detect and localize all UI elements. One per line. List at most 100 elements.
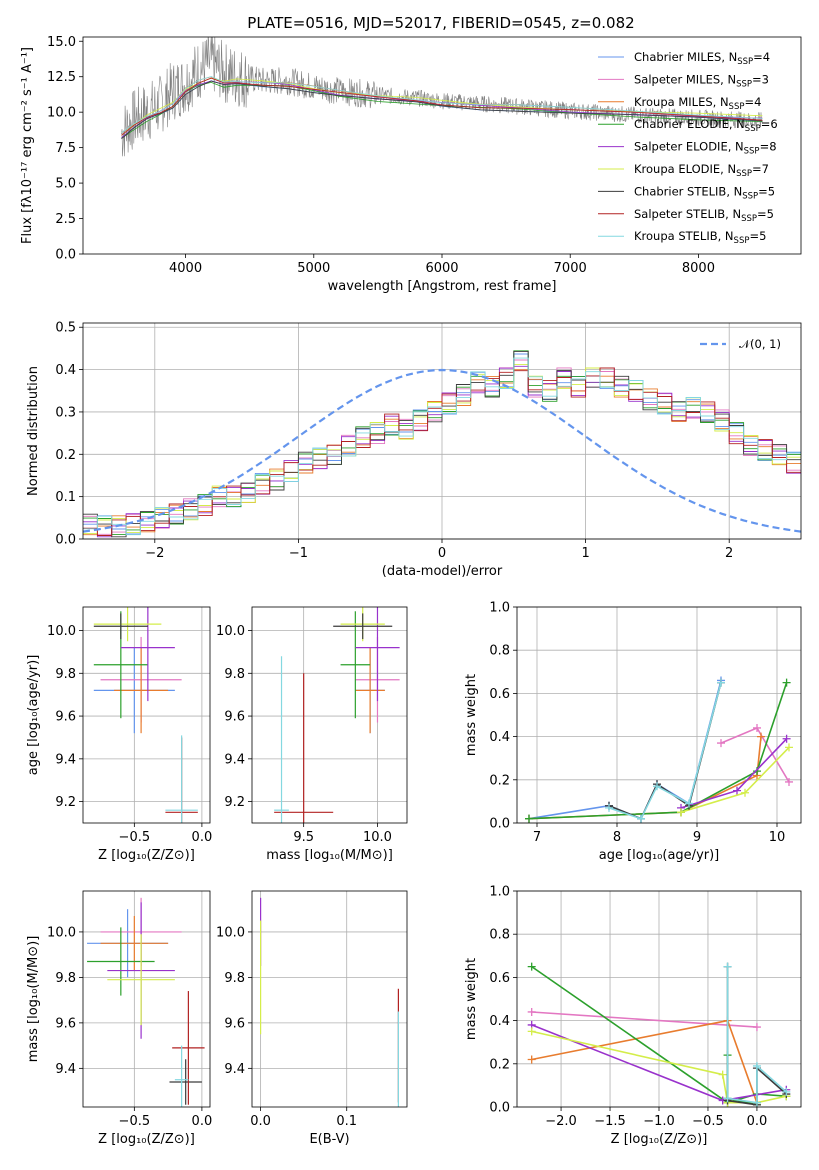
y-tick-label: 0.3 bbox=[55, 405, 76, 420]
weight-line-0 bbox=[528, 680, 722, 820]
x-axis-label: Z [log₁₀(Z/Z⊙)] bbox=[98, 1132, 195, 1147]
weight-marker bbox=[685, 799, 693, 808]
x-tick-label: 9 bbox=[693, 830, 701, 845]
legend-subscript: SSP bbox=[734, 236, 750, 246]
x-tick-label: 7000 bbox=[554, 261, 587, 276]
weight-marker bbox=[782, 678, 791, 687]
legend-subscript: SSP bbox=[745, 124, 761, 134]
y-tick-label: 9.2 bbox=[55, 795, 76, 810]
weight-marker bbox=[527, 962, 536, 971]
weight-marker bbox=[757, 732, 765, 741]
weight-marker bbox=[752, 1023, 761, 1032]
plot-frame bbox=[82, 890, 211, 1108]
x-tick-label: 0.0 bbox=[192, 1114, 213, 1129]
weight-marker bbox=[718, 1070, 727, 1079]
y-tick-label: 9.6 bbox=[224, 1016, 245, 1031]
y-tick-label: 10.0 bbox=[47, 106, 76, 121]
weight-line-6 bbox=[608, 682, 722, 820]
legend-value: =6 bbox=[761, 117, 778, 131]
model-spectrum-8 bbox=[121, 76, 763, 134]
x-tick-label: −0.5 bbox=[119, 1114, 151, 1129]
legend-subscript: SSP bbox=[742, 191, 758, 201]
legend-entry-1: Salpeter MILES, NSSP=3 bbox=[634, 72, 769, 89]
weight-marker bbox=[753, 723, 761, 732]
weight-line-1 bbox=[720, 726, 790, 783]
y-tick-label: 0.6 bbox=[489, 687, 510, 702]
plot-frame bbox=[251, 606, 408, 824]
y-tick-label: 0.8 bbox=[489, 928, 510, 943]
y-tick-label: 10.0 bbox=[47, 624, 76, 639]
weight-marker bbox=[717, 739, 725, 748]
normal-curve bbox=[83, 368, 801, 533]
legend-label: Salpeter ELODIE, N bbox=[634, 140, 744, 154]
x-tick-label: −0.5 bbox=[692, 1114, 724, 1129]
x-tick-label: −2.0 bbox=[545, 1114, 577, 1129]
legend-value: =5 bbox=[757, 207, 774, 221]
legend-label: Salpeter MILES, N bbox=[634, 72, 736, 86]
weight-marker bbox=[527, 1055, 536, 1064]
legend-value: =5 bbox=[758, 184, 775, 198]
legend-entry-7: Salpeter STELIB, NSSP=5 bbox=[634, 207, 774, 224]
y-tick-label: 0.0 bbox=[55, 248, 76, 263]
residual-histogram-6 bbox=[83, 350, 801, 538]
y-tick-label: 9.4 bbox=[55, 1062, 76, 1077]
weight-marker bbox=[785, 777, 793, 786]
legend-value: =4 bbox=[753, 50, 770, 64]
plot-frame bbox=[516, 890, 802, 1108]
x-tick-label: 4000 bbox=[169, 261, 202, 276]
y-tick-label: 9.8 bbox=[224, 667, 245, 682]
x-axis-label: age [log₁₀(age/yr)] bbox=[599, 848, 720, 863]
x-axis-label: E(B-V) bbox=[309, 1132, 349, 1147]
y-tick-label: 10.0 bbox=[47, 925, 76, 940]
legend-subscript: SSP bbox=[741, 214, 757, 224]
legend-entry-2: Kroupa MILES, NSSP=4 bbox=[634, 95, 761, 112]
legend-label: Kroupa MILES, N bbox=[634, 95, 729, 109]
y-tick-label: 0.4 bbox=[55, 363, 76, 378]
legend-subscript: SSP bbox=[729, 102, 745, 112]
weight-marker bbox=[525, 814, 533, 823]
x-tick-label: 0.1 bbox=[336, 1114, 357, 1129]
weight-line-0 bbox=[531, 1011, 757, 1028]
model-spectrum-5 bbox=[121, 77, 763, 136]
legend-subscript: SSP bbox=[744, 147, 760, 157]
y-tick-label: 0.0 bbox=[489, 817, 510, 832]
x-axis-label: (data-model)/error bbox=[382, 564, 503, 579]
x-tick-label: 0 bbox=[438, 546, 446, 561]
legend-value: =7 bbox=[752, 162, 769, 176]
residual-histogram-7 bbox=[83, 367, 801, 536]
y-tick-label: 5.0 bbox=[55, 177, 76, 192]
y-tick-label: 0.4 bbox=[489, 1014, 510, 1029]
weight-marker bbox=[741, 788, 749, 797]
y-tick-label: 0.0 bbox=[55, 533, 76, 548]
x-tick-label: 1 bbox=[581, 546, 589, 561]
y-tick-label: 10.0 bbox=[216, 925, 245, 940]
legend-label: Chabrier MILES, N bbox=[634, 50, 737, 64]
weight-line-7 bbox=[608, 682, 722, 820]
model-spectrum-7 bbox=[121, 77, 763, 136]
residual-histogram-8 bbox=[83, 357, 801, 536]
weight-marker bbox=[733, 786, 741, 795]
weight-marker bbox=[653, 782, 661, 791]
weight-marker bbox=[717, 678, 725, 687]
weight-marker bbox=[637, 814, 645, 823]
x-tick-label: 10 bbox=[769, 830, 786, 845]
plot-frame bbox=[82, 36, 802, 255]
plot-frame bbox=[82, 322, 802, 540]
x-tick-label: −1.5 bbox=[594, 1114, 626, 1129]
legend-entry-5: Kroupa ELODIE, NSSP=7 bbox=[634, 162, 769, 179]
x-tick-label: 6000 bbox=[425, 261, 458, 276]
x-tick-label: 5000 bbox=[297, 261, 330, 276]
y-tick-label: 9.6 bbox=[224, 710, 245, 725]
x-tick-label: 0.0 bbox=[250, 1114, 271, 1129]
y-tick-label: 0.5 bbox=[55, 321, 76, 336]
legend-subscript: SSP bbox=[737, 57, 753, 67]
y-tick-label: 9.8 bbox=[224, 971, 245, 986]
spectrum-title: PLATE=0516, MJD=52017, FIBERID=0545, z=0… bbox=[247, 14, 634, 32]
y-tick-label: 9.4 bbox=[55, 752, 76, 767]
x-tick-label: 0.0 bbox=[192, 830, 213, 845]
weight-marker bbox=[723, 1094, 732, 1103]
x-tick-label: 2 bbox=[725, 546, 733, 561]
weight-marker bbox=[753, 767, 761, 776]
legend-label: Salpeter STELIB, N bbox=[634, 207, 741, 221]
